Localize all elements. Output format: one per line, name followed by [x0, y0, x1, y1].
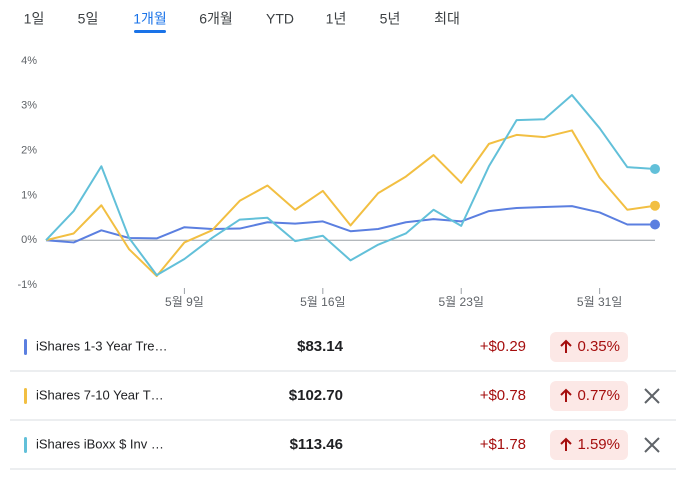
range-tab[interactable]: 5년: [380, 11, 401, 27]
y-tick-label: 0%: [21, 234, 37, 246]
percent-pill: [550, 430, 628, 460]
series-line: [45, 129, 656, 278]
range-tab[interactable]: 1개월: [133, 11, 167, 27]
percent: 0.77%: [577, 387, 620, 404]
y-tick-label: 1%: [21, 189, 37, 201]
y-tick-label: 3%: [21, 100, 37, 112]
end-dot: [650, 219, 660, 230]
percent-pill: [550, 381, 628, 411]
percent: 1.59%: [577, 436, 620, 453]
y-tick-label: 2%: [21, 145, 37, 157]
x-tick-label: 5월 23일: [439, 295, 484, 309]
percent: 0.35%: [577, 338, 620, 355]
range-tab[interactable]: 5일: [78, 11, 99, 27]
tab-underline: [134, 30, 166, 33]
series-swatch: [24, 437, 27, 453]
up-arrow: [560, 339, 572, 353]
security-name[interactable]: iShares 7-10 Year T…: [36, 387, 164, 402]
change: +$0.78: [480, 387, 526, 404]
price: $113.46: [290, 436, 343, 453]
remove-button[interactable]: [644, 437, 660, 453]
y-tick-label: 4%: [21, 55, 37, 67]
range-tab[interactable]: YTD: [266, 11, 294, 27]
percent-pill: [550, 332, 628, 362]
up-arrow: [560, 437, 572, 451]
change: +$1.78: [480, 436, 526, 453]
series-swatch: [24, 339, 27, 355]
range-tab[interactable]: 1일: [24, 11, 45, 27]
x-tick-label: 5월 16일: [300, 295, 345, 309]
security-name[interactable]: iShares 1-3 Year Tre…: [36, 338, 168, 353]
end-dot: [650, 200, 660, 211]
range-tab[interactable]: 1년: [326, 11, 347, 27]
price: $102.70: [289, 387, 343, 404]
change: +$0.29: [480, 338, 526, 355]
series-swatch: [24, 388, 27, 404]
series-line: [45, 205, 655, 244]
range-tab[interactable]: 최대: [434, 11, 460, 27]
up-arrow: [560, 388, 572, 402]
end-dot: [650, 163, 660, 174]
range-tab[interactable]: 6개월: [199, 11, 233, 27]
remove-button[interactable]: [644, 388, 660, 404]
x-tick-label: 5월 31일: [577, 295, 622, 309]
x-tick-label: 5월 9일: [165, 295, 204, 309]
series-line: [45, 94, 656, 277]
security-name[interactable]: iShares iBoxx $ Inv …: [36, 436, 164, 451]
y-tick-label: -1%: [17, 279, 37, 291]
price: $83.14: [297, 338, 344, 355]
